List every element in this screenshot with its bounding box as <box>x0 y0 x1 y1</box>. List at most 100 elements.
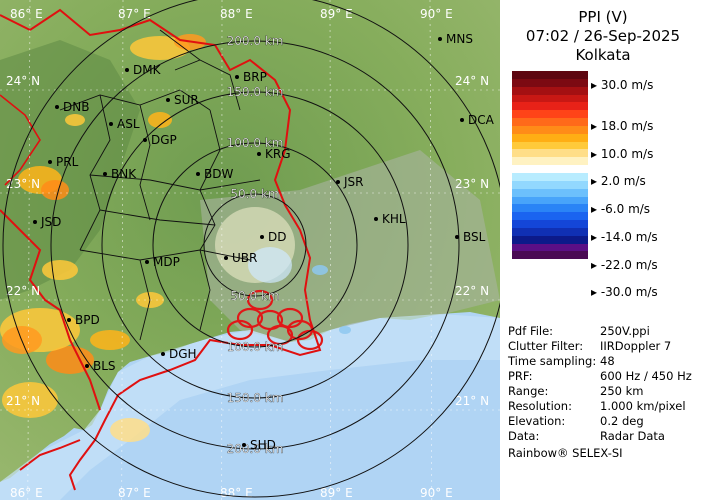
longitude-label-top: 88° E <box>220 7 253 21</box>
colorbar-cell <box>512 165 588 173</box>
colorbar-label: ▸ -22.0 m/s <box>591 258 658 272</box>
station-label: BLS <box>93 359 116 373</box>
station-label: MDP <box>153 255 180 269</box>
colorbar-cell <box>512 173 588 181</box>
station-name: Kolkata <box>500 46 706 64</box>
station-marker <box>33 220 37 224</box>
colorbar-label: ▸ 18.0 m/s <box>591 119 653 133</box>
colorbar-cell <box>512 251 588 259</box>
longitude-label-bottom: 86° E <box>10 486 43 500</box>
station-label: KHL <box>382 212 406 226</box>
station-marker <box>374 217 378 221</box>
longitude-label-bottom: 88° E <box>220 486 253 500</box>
colorbar-cell <box>512 244 588 252</box>
velocity-colorbar <box>512 71 588 259</box>
latitude-label-left: 21° N <box>6 394 40 408</box>
colorbar-label: ▸ 30.0 m/s <box>591 78 653 92</box>
colorbar-cell <box>512 110 588 118</box>
colorbar-cell <box>512 181 588 189</box>
colorbar-cell <box>512 118 588 126</box>
station-label: DD <box>268 230 286 244</box>
station-marker <box>235 75 239 79</box>
range-label-bottom: 150.0 km <box>227 391 284 405</box>
info-row: Data:Radar Data <box>508 429 692 444</box>
product-title: PPI (V) <box>500 8 706 26</box>
station-marker <box>257 152 261 156</box>
colorbar-cell <box>512 126 588 134</box>
latitude-label-right: 21° N <box>455 394 489 408</box>
info-row: PRF:600 Hz / 450 Hz <box>508 369 692 384</box>
colorbar-cell <box>512 220 588 228</box>
station-marker <box>85 364 89 368</box>
station-label: JSD <box>40 215 61 229</box>
station-marker <box>455 235 459 239</box>
info-value: 600 Hz / 450 Hz <box>600 369 692 384</box>
latitude-label-left: 24° N <box>6 74 40 88</box>
info-key: Resolution: <box>508 399 600 414</box>
station-label: MNS <box>446 32 473 46</box>
station-marker <box>336 180 340 184</box>
info-value: 250V.ppi <box>600 324 650 339</box>
info-key: Data: <box>508 429 600 444</box>
longitude-label-bottom: 87° E <box>118 486 151 500</box>
info-value: Radar Data <box>600 429 665 444</box>
station-label: KRG <box>265 147 291 161</box>
info-row: Clutter Filter:IIRDoppler 7 <box>508 339 692 354</box>
range-label-top: 50.0 km <box>230 187 279 201</box>
station-label: DNB <box>63 100 89 114</box>
colorbar-label: ▸ -6.0 m/s <box>591 202 650 216</box>
station-label: ASL <box>117 117 140 131</box>
station-label: BRP <box>243 70 267 84</box>
colorbar-cell <box>512 236 588 244</box>
station-label: BSL <box>463 230 486 244</box>
station-label: BPD <box>75 313 100 327</box>
station-label: DGP <box>151 133 177 147</box>
station-marker <box>460 118 464 122</box>
station-marker <box>67 318 71 322</box>
longitude-label-top: 86° E <box>10 7 43 21</box>
station-marker <box>161 352 165 356</box>
info-key: Range: <box>508 384 600 399</box>
station-marker <box>438 37 442 41</box>
info-row: Resolution:1.000 km/pixel <box>508 399 692 414</box>
info-row: Time sampling:48 <box>508 354 692 369</box>
station-label: DGH <box>169 347 197 361</box>
radar-map-canvas: 86° E86° E87° E87° E88° E88° E89° E89° E… <box>0 0 500 500</box>
info-key: PRF: <box>508 369 600 384</box>
rain-cell <box>312 265 328 275</box>
station-marker <box>103 172 107 176</box>
info-key: Elevation: <box>508 414 600 429</box>
colorbar-cell <box>512 79 588 87</box>
station-marker <box>109 122 113 126</box>
colorbar-cell <box>512 204 588 212</box>
info-key: Pdf File: <box>508 324 600 339</box>
credit-text: Rainbow® SELEX-SI <box>508 446 623 460</box>
info-row: Range:250 km <box>508 384 692 399</box>
info-value: 250 km <box>600 384 643 399</box>
info-row: Pdf File:250V.ppi <box>508 324 692 339</box>
colorbar-cell <box>512 197 588 205</box>
station-label: UBR <box>232 251 257 265</box>
colorbar-cell <box>512 157 588 165</box>
product-time: 07:02 / 26-Sep-2025 <box>500 27 706 45</box>
rain-cell <box>41 180 69 200</box>
station-marker <box>242 443 246 447</box>
rain-cell <box>90 330 130 350</box>
info-value: 1.000 km/pixel <box>600 399 686 414</box>
colorbar-cell <box>512 228 588 236</box>
colorbar-cell <box>512 134 588 142</box>
station-marker <box>55 105 59 109</box>
longitude-label-top: 87° E <box>118 7 151 21</box>
longitude-label-top: 89° E <box>320 7 353 21</box>
info-row: Elevation:0.2 deg <box>508 414 692 429</box>
colorbar-label: ▸ -30.0 m/s <box>591 285 658 299</box>
station-label: SUR <box>174 93 199 107</box>
station-marker <box>260 235 264 239</box>
station-label: JSR <box>343 175 364 189</box>
latitude-label-left: 23° N <box>6 177 40 191</box>
range-label-top: 200.0 km <box>227 34 284 48</box>
latitude-label-right: 24° N <box>455 74 489 88</box>
rain-cell <box>339 326 351 334</box>
colorbar-label: ▸ 2.0 m/s <box>591 174 646 188</box>
station-label: DMK <box>133 63 162 77</box>
